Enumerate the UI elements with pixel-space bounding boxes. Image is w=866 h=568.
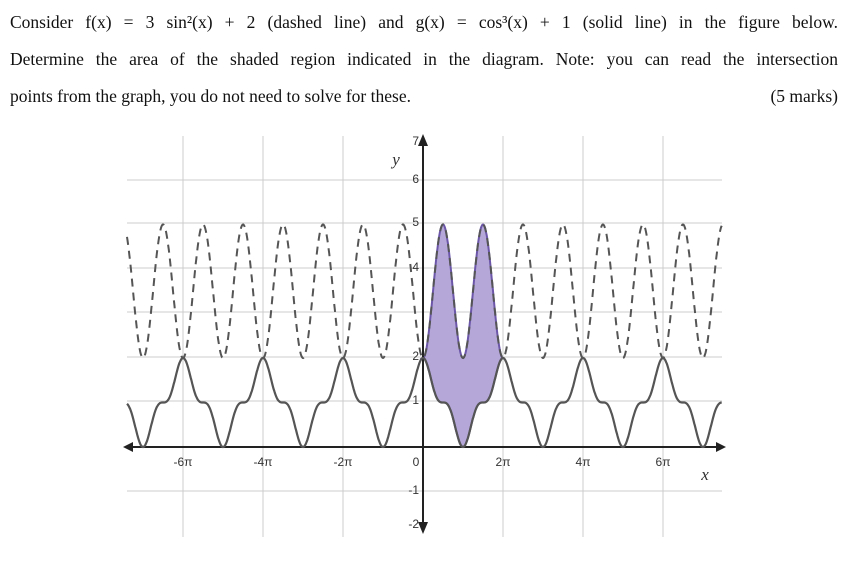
x-tick-label: 6π <box>656 455 671 469</box>
y-axis-label: y <box>390 150 400 169</box>
question: Consider f(x) = 3 sin²(x) + 2 (dashed li… <box>10 4 838 115</box>
x-tick-label: 2π <box>496 455 511 469</box>
question-line: Determine the area of the shaded region … <box>10 49 838 69</box>
arrow <box>716 442 726 452</box>
x-tick-label: 0 <box>413 455 420 469</box>
solid-curve <box>126 356 722 449</box>
arrow <box>418 522 428 534</box>
arrow <box>123 442 133 452</box>
x-tick-label: 4π <box>576 455 591 469</box>
x-tick-label: -4π <box>254 455 273 469</box>
question-line: Consider f(x) = 3 sin²(x) + 2 (dashed li… <box>10 12 838 32</box>
y-tick-label: 4 <box>412 260 419 274</box>
marks: (5 marks) <box>770 86 838 106</box>
y-tick-label: 6 <box>412 172 419 186</box>
x-axis-label: x <box>700 465 709 484</box>
shaded-region <box>419 223 504 448</box>
y-tick-label: 2 <box>412 349 419 363</box>
y-tick-label: 1 <box>412 393 419 407</box>
x-tick-label: -6π <box>174 455 193 469</box>
question-line: points from the graph, you do not need t… <box>10 86 411 106</box>
y-tick-label: -2 <box>408 517 419 531</box>
y-tick-label: 7 <box>412 134 419 148</box>
y-tick-label: -1 <box>408 483 419 497</box>
arrow <box>418 134 428 146</box>
x-tick-label: -2π <box>334 455 353 469</box>
dashed-curve <box>126 223 723 360</box>
y-tick-label: 5 <box>412 215 419 229</box>
question-line-wrap: (5 marks) points from the graph, you do n… <box>10 78 838 115</box>
